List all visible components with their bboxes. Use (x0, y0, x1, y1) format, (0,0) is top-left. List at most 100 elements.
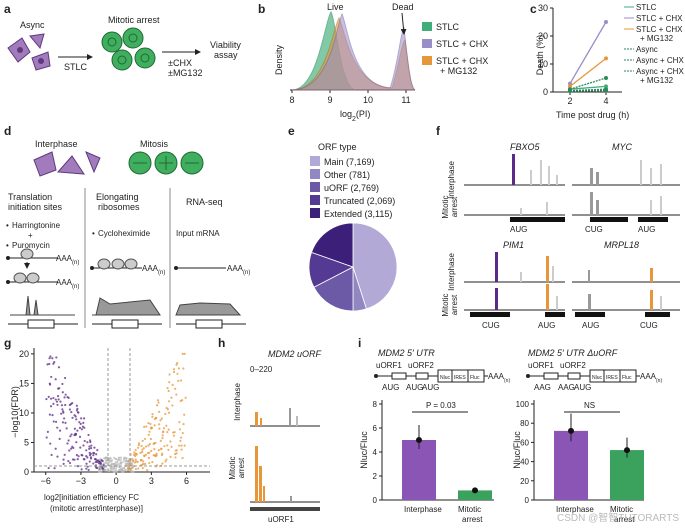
g-point (110, 463, 113, 466)
g-point (167, 428, 170, 431)
g-point (114, 467, 117, 470)
g-point (159, 439, 162, 442)
d-harr: Harringtonine (12, 221, 61, 230)
g-point (181, 431, 184, 435)
g-point (151, 415, 154, 418)
c-point (568, 87, 572, 92)
i-fluc-b: Fluc (622, 375, 632, 381)
g-point (73, 434, 76, 437)
c-xlabel: Time post drug (h) (556, 110, 629, 120)
g-point (154, 417, 158, 420)
c-legend-0: STLC (636, 3, 657, 12)
g-point (49, 355, 52, 358)
c-series-line (569, 57, 607, 87)
g-point (88, 451, 91, 454)
g-point (88, 454, 92, 457)
i-cat-2a: Interphase (556, 505, 594, 514)
g-point (117, 462, 121, 466)
g-point (78, 421, 81, 424)
legend-swatch-stlc (422, 22, 432, 31)
g-point (148, 451, 151, 454)
g-point (134, 467, 137, 471)
g-point (137, 442, 141, 445)
g-point (137, 467, 140, 470)
b-xticks: 8 9 10 11 (289, 90, 411, 105)
g-point (53, 467, 56, 470)
i-bar (610, 450, 644, 500)
g-point (147, 422, 150, 425)
g-point (166, 386, 169, 390)
g-point (142, 447, 145, 450)
i-cat-1b: Mitotic (458, 505, 481, 514)
g-point (149, 422, 152, 426)
g-point (52, 396, 55, 400)
g-point (119, 456, 123, 459)
g-point (127, 467, 130, 470)
g-point (57, 398, 60, 401)
g-point (150, 427, 153, 430)
f-codon-4: CUG (482, 321, 500, 330)
g-point (127, 462, 130, 465)
g-point (85, 449, 88, 452)
g-ytick-label: 20 (19, 349, 29, 359)
d-mitosis: Mitosis (140, 139, 169, 149)
g-point (49, 405, 53, 408)
e-legend-label: uORF (2,769) (324, 183, 379, 193)
i-ytick-label: 2 (373, 472, 378, 481)
live-label: Live (327, 2, 344, 12)
c-series-line (569, 85, 607, 90)
cond-chx: ±CHX (168, 58, 192, 68)
g-point (88, 445, 91, 448)
g-point (181, 456, 184, 460)
g-point (55, 400, 59, 403)
g-point (63, 417, 66, 420)
async-cells (7, 33, 51, 71)
i-ires-b: IRES (606, 375, 618, 381)
g-point (178, 421, 181, 424)
panel-label-i: i (358, 336, 361, 350)
h-arrest: arrest (237, 457, 246, 478)
watermark: CSDN @智智TUTORARTS (556, 513, 679, 524)
g-point (115, 463, 119, 466)
g-point (64, 421, 67, 424)
i-nluc-a: Nluc (440, 375, 451, 381)
g-point (154, 441, 157, 445)
c-legend-3: + MG132 (640, 34, 674, 43)
h-title: MDM2 uORF (268, 349, 322, 359)
e-legend-swatch (310, 156, 320, 166)
g-point (134, 448, 137, 452)
i-cat-1a: Interphase (404, 505, 442, 514)
e-legend-label: Truncated (2,069) (324, 196, 395, 206)
g-point (48, 362, 51, 366)
g-point (142, 462, 145, 466)
g-point (109, 467, 112, 471)
g-point (174, 456, 177, 459)
g-point (156, 404, 159, 407)
g-point (70, 433, 73, 436)
g-point (57, 366, 61, 369)
g-point (76, 411, 80, 414)
i-ytick-label: 6 (373, 424, 378, 433)
e-legend-swatch (310, 182, 320, 192)
d-aaa-4: AAA(n) (227, 264, 250, 276)
g-point (47, 395, 50, 398)
g-point (148, 430, 151, 433)
g-point (141, 448, 144, 451)
i-ytick-label: 40 (520, 458, 529, 467)
i-aug-1: AUG (382, 383, 399, 392)
g-point (76, 465, 80, 468)
g-point (183, 352, 186, 356)
g-point (69, 435, 72, 438)
c-point (568, 81, 572, 86)
g-point (146, 469, 149, 472)
f-mitotic-1: Mitotic (441, 195, 450, 218)
g-point (63, 453, 66, 456)
g-point (87, 433, 90, 437)
c-legend-6: Async + CHX (636, 67, 684, 76)
g-point (167, 389, 170, 393)
g-point (46, 430, 49, 433)
i-uorf2-b: uORF2 (560, 361, 586, 370)
g-point (59, 400, 62, 403)
g-point (158, 423, 161, 426)
